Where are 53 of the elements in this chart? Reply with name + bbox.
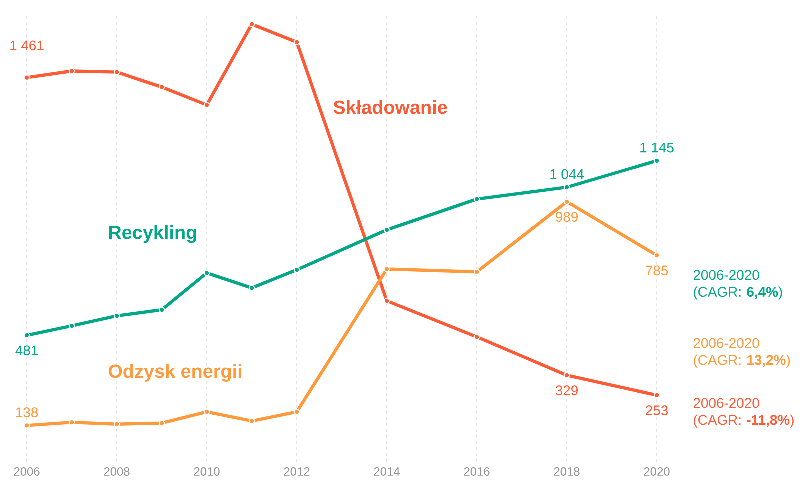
point <box>204 102 210 108</box>
point <box>654 158 660 164</box>
x-tick-label: 2012 <box>284 468 310 476</box>
point <box>564 372 570 379</box>
point <box>564 198 570 206</box>
point <box>654 252 660 259</box>
x-tick-label: 2006 <box>14 468 40 476</box>
x-tick-label: 2014 <box>374 468 400 476</box>
data-label: 989 <box>556 212 578 222</box>
series-label: Recykling <box>109 225 196 244</box>
text: 2006-2020 (CAGR: -11,8%) <box>694 398 794 428</box>
data-label: 1 044 <box>550 169 584 180</box>
x-tick-label: 2018 <box>554 468 580 476</box>
x-tick-label: 2010 <box>194 468 220 476</box>
point <box>294 408 300 416</box>
data-label: 138 <box>16 408 38 418</box>
point <box>24 332 30 339</box>
point <box>114 69 120 76</box>
x-tick-label: 2008 <box>104 468 130 476</box>
data-label: 1 461 <box>10 40 44 51</box>
series-label: Składowanie <box>334 100 448 114</box>
data-label: 1 145 <box>640 142 674 153</box>
point <box>204 408 210 416</box>
point <box>158 420 166 426</box>
point <box>158 84 166 90</box>
point <box>294 266 300 274</box>
point <box>24 422 30 429</box>
point <box>384 266 390 272</box>
point <box>564 184 570 191</box>
point <box>474 334 480 340</box>
x-tick-label: 2016 <box>464 468 490 476</box>
point <box>474 196 480 202</box>
data-label: 329 <box>556 386 578 396</box>
text: 2006-2020 (CAGR: 13,2%) <box>694 338 790 368</box>
point <box>248 285 256 292</box>
data-label: 481 <box>16 346 38 356</box>
point <box>384 226 390 234</box>
x-tick-label: 2020 <box>644 468 670 476</box>
point <box>474 269 480 276</box>
point <box>158 306 166 314</box>
data-label: 253 <box>646 406 668 416</box>
point <box>248 418 256 424</box>
point <box>68 68 76 74</box>
point <box>204 270 210 276</box>
point <box>248 21 256 28</box>
point <box>294 39 300 46</box>
text: 2006-2020 (CAGR: 6,4%) <box>694 270 782 300</box>
point <box>68 322 76 330</box>
point <box>384 298 390 304</box>
point <box>114 421 120 428</box>
point <box>24 74 30 81</box>
series-label: Odzysk energii <box>108 364 242 382</box>
data-label: 785 <box>646 266 668 276</box>
